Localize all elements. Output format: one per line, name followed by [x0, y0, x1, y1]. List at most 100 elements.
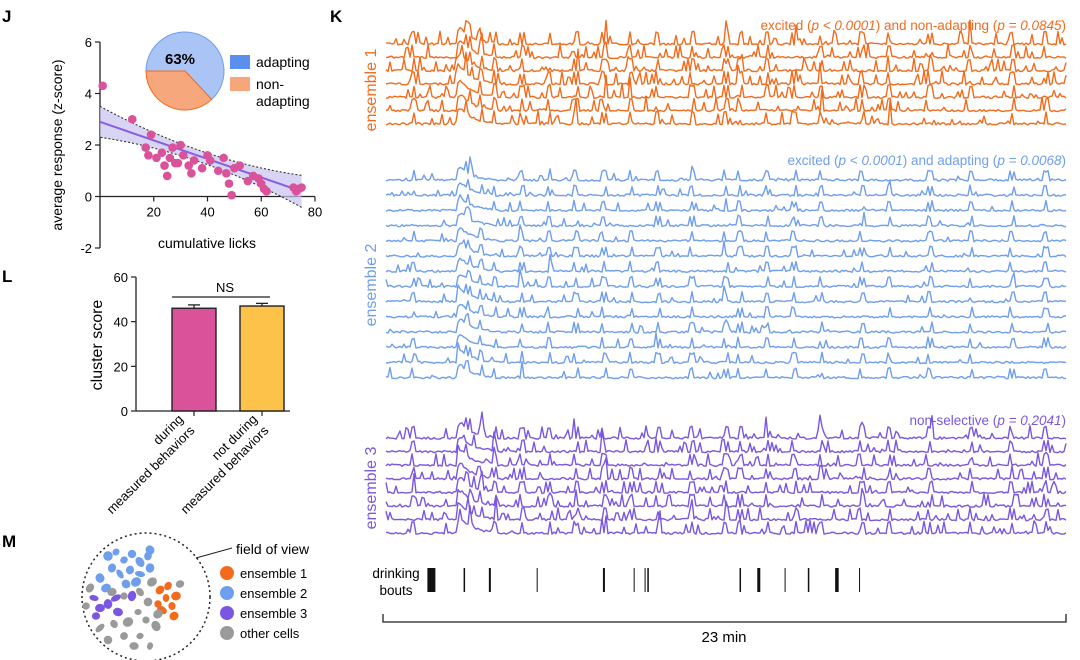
m-cell: [120, 632, 128, 640]
k-trace-e1: [385, 44, 1067, 73]
m-cell: [143, 597, 153, 607]
k-trace-e2: [385, 224, 1067, 243]
j-data-point: [224, 179, 234, 188]
m-cell: [120, 592, 128, 600]
k-trace-e2: [385, 253, 1067, 273]
k-trace-e2: [385, 300, 1067, 319]
j-pie-label: 63%: [165, 51, 195, 68]
j-data-point: [187, 169, 196, 178]
k-trace-e2: [385, 360, 1067, 380]
m-cell: [95, 623, 105, 633]
k-trace-e2: [385, 239, 1067, 258]
m-cell: [155, 585, 165, 595]
m-legend-e1: ensemble 1: [240, 566, 307, 581]
k-trace-e2: [385, 312, 1067, 334]
m-cells: [82, 545, 185, 650]
k-trace-e1: [385, 98, 1067, 126]
j-x-tick-label: 80: [308, 205, 322, 220]
j-data-point: [146, 130, 156, 139]
m-cell: [120, 556, 128, 564]
k-annotation-e1: excited (p < 0.0001) and non-adapting (p…: [761, 18, 1067, 33]
m-callout-line: [195, 547, 233, 559]
j-data-point: [157, 148, 167, 158]
l-y-tick-label: 40: [114, 315, 128, 330]
k-trace-e2: [385, 178, 1067, 198]
m-cell: [162, 593, 170, 603]
m-cell: [89, 595, 99, 601]
k-drinking-bout: [536, 568, 538, 592]
panel-label-m: M: [2, 532, 16, 551]
j-data-point: [179, 151, 188, 160]
m-cell: [145, 545, 155, 555]
l-bars: [171, 302, 285, 416]
m-cell: [127, 590, 137, 602]
k-drinking-bout: [647, 568, 649, 592]
j-data-point: [162, 171, 172, 181]
l-bar: [171, 307, 217, 412]
m-cell: [130, 577, 142, 587]
m-cell: [142, 616, 150, 624]
j-x-tick-label: 60: [254, 205, 268, 220]
m-cell: [103, 599, 113, 609]
k-drinking-bout: [644, 568, 646, 592]
m-cell: [134, 571, 146, 577]
m-cell: [107, 587, 117, 597]
k-trace-e3: [385, 431, 1067, 454]
m-cell: [107, 563, 117, 573]
m-cell: [164, 581, 172, 591]
k-drinking-bout: [463, 568, 466, 592]
l-bar: [239, 305, 285, 412]
j-data-point: [235, 161, 245, 170]
j-points: [98, 81, 306, 200]
panel-k-traces: ensemble 1 ensemble 2 ensemble 3 excited…: [363, 18, 1067, 646]
m-cell: [85, 583, 95, 593]
panel-label-l: L: [2, 267, 12, 286]
k-trace-e1: [385, 51, 1067, 86]
panel-j-scatter: -2 0 2 4 6 20 40 60 80 average response (z-score…: [49, 31, 322, 256]
k-drinking-bout: [633, 568, 635, 592]
l-y-tick-label: 0: [121, 404, 128, 419]
k-annotation-e3: non-selective (p = 0.2041): [910, 413, 1066, 428]
m-legend-e3: ensemble 3: [240, 606, 307, 621]
k-time-label: 23 min: [701, 629, 746, 646]
m-cell: [129, 642, 139, 650]
m-cell: [103, 551, 113, 561]
k-trace-e2: [385, 156, 1067, 182]
m-legend-dot-e2: [220, 586, 234, 600]
k-time-scale-bar: [382, 614, 1067, 623]
k-drinking-bout: [739, 568, 742, 592]
k-drinking-bouts: [427, 568, 861, 592]
j-data-point: [219, 153, 228, 163]
j-pie-slice-adapting: [145, 31, 225, 101]
m-cell: [136, 632, 144, 640]
m-cell: [116, 569, 124, 579]
m-field-label: field of view: [236, 541, 310, 557]
j-data-point: [262, 187, 271, 196]
m-legend-dot-e1: [220, 566, 234, 580]
k-ensemble-1-label: ensemble 1: [363, 49, 380, 132]
m-field-circle: [81, 532, 211, 660]
m-cell: [122, 617, 134, 627]
m-cell: [153, 609, 163, 619]
j-pie-slice-non-adapting: [145, 70, 213, 111]
j-data-point: [189, 156, 199, 165]
k-ensemble-2-label: ensemble 2: [363, 244, 380, 327]
m-cell: [135, 557, 145, 567]
m-cell: [82, 602, 90, 610]
k-trace-e2: [385, 206, 1067, 228]
m-cell: [121, 579, 131, 589]
j-data-point: [297, 183, 306, 192]
j-data-point: [184, 161, 193, 170]
m-legend-dot-other: [220, 626, 234, 640]
j-fit-line: [99, 120, 302, 193]
j-data-point: [165, 153, 175, 163]
j-data-point: [205, 156, 215, 165]
j-x-axis-label: cumulative licks: [158, 235, 256, 251]
j-data-point: [173, 158, 183, 168]
j-data-point: [141, 143, 150, 152]
m-cell: [113, 607, 123, 617]
k-trace-e1: [385, 88, 1067, 113]
j-data-point: [197, 163, 207, 173]
